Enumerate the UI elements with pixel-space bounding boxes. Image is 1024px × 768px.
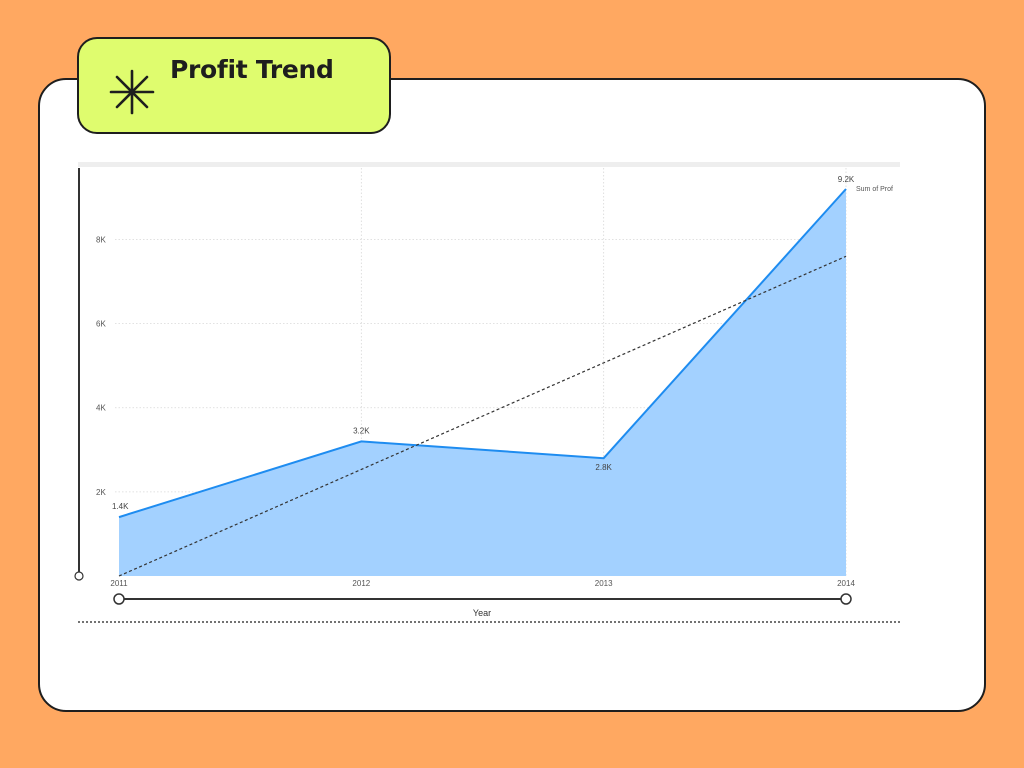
y-tick-label: 4K <box>96 404 106 413</box>
area-fill <box>119 189 846 576</box>
data-label: 2.8K <box>595 463 612 472</box>
x-tick-label: 2014 <box>837 579 855 588</box>
trend-line <box>118 255 847 577</box>
page-title: Profit Trend <box>170 55 334 84</box>
series-line <box>118 188 847 519</box>
data-label: 9.2K <box>838 175 855 184</box>
x-tick-label: 2012 <box>352 579 370 588</box>
x-range-slider-handle-left[interactable] <box>113 593 125 605</box>
y-tick-label: 2K <box>96 488 106 497</box>
data-label: 3.2K <box>353 426 370 435</box>
chart-top-bar <box>78 162 900 167</box>
y-tick-label: 8K <box>96 235 106 244</box>
data-label: 1.4K <box>112 502 129 511</box>
y-range-slider-handle[interactable] <box>74 571 84 581</box>
y-tick-label: 6K <box>96 320 106 329</box>
asterisk-icon <box>109 69 155 115</box>
title-tab: Profit Trend <box>77 37 391 134</box>
x-range-slider-handle-right[interactable] <box>840 593 852 605</box>
x-axis-label: Year <box>473 608 491 618</box>
legend-series-label: Sum of Prof <box>856 186 893 193</box>
x-tick-label: 2011 <box>110 579 128 588</box>
x-tick-label: 2013 <box>595 579 613 588</box>
